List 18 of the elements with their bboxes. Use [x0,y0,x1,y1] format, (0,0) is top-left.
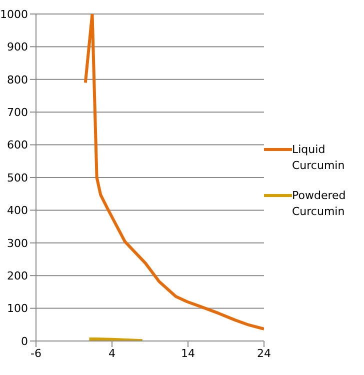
y-tick-label: 300 [7,236,28,250]
y-tick-label: 0 [21,334,28,348]
x-tick-label: 14 [181,346,195,360]
x-tick-label: 24 [257,346,271,360]
y-tick-label: 800 [7,73,28,86]
y-tick-label: 400 [7,204,28,218]
x-tick-label: -6 [30,346,42,360]
line-series [84,14,264,330]
legend-label: Liquid Curcumin [292,142,346,174]
y-tick-label: 600 [7,138,28,152]
y-tick-label: 700 [7,106,28,120]
y-tick-label: 100 [7,302,28,316]
y-tick-label: 500 [7,171,28,184]
x-tick-label: 4 [108,346,116,360]
y-tick-label: 200 [7,270,28,283]
y-tick-label: 1000 [0,8,28,21]
legend-label: Powdered Curcumin [292,188,347,220]
y-tick-label: 900 [7,40,28,54]
